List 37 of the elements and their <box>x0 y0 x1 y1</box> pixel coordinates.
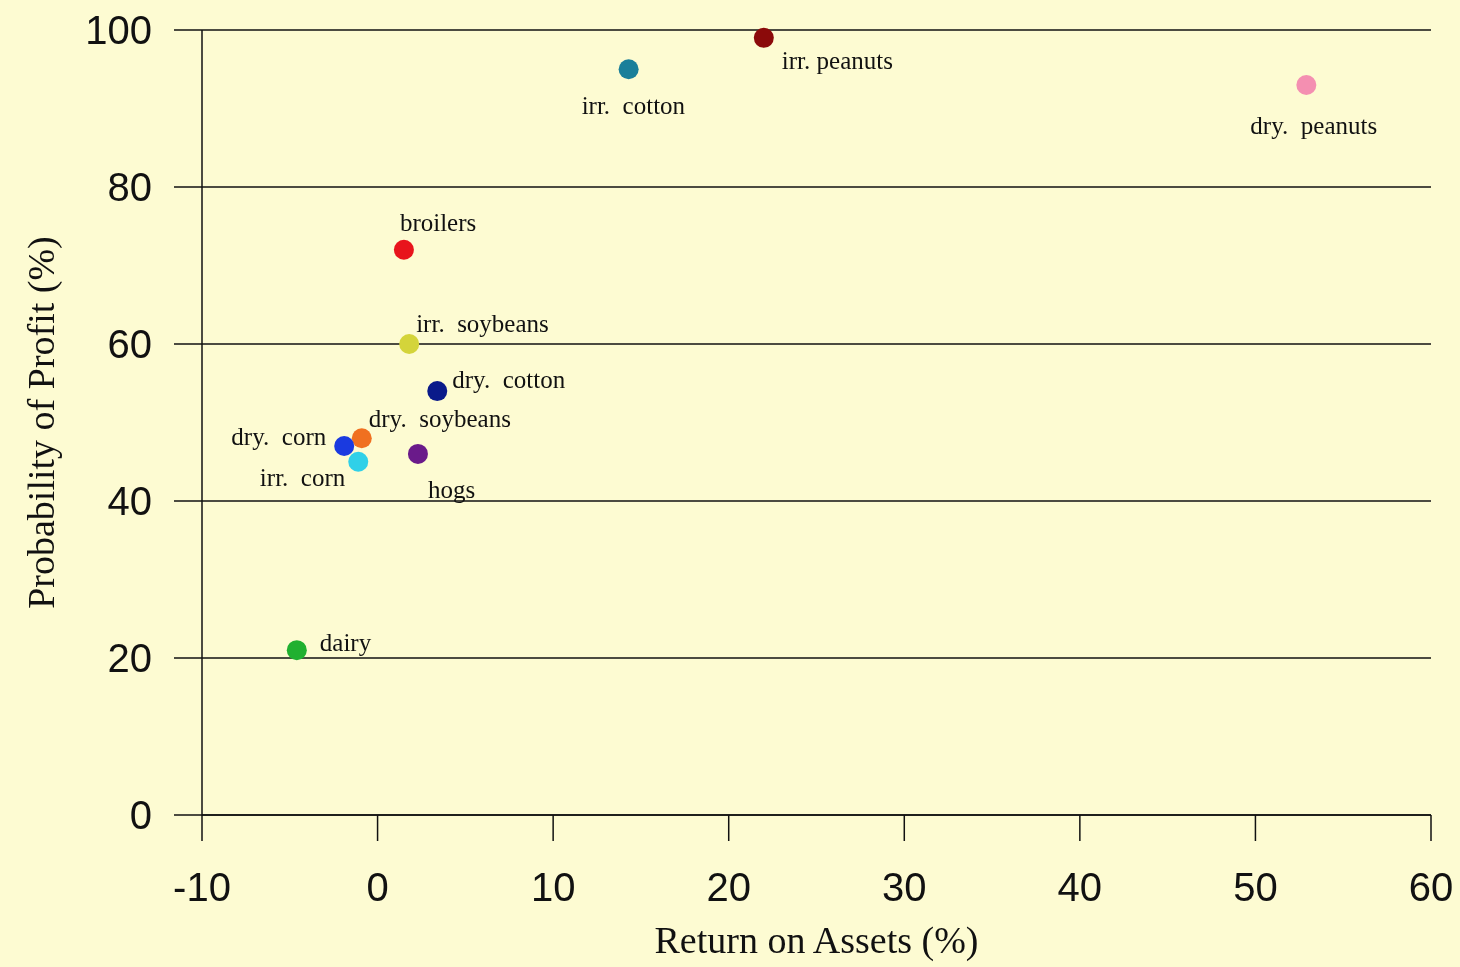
series-label: irr. corn <box>259 463 346 491</box>
series-label: hogs <box>427 475 476 503</box>
point <box>1296 74 1317 95</box>
x-axis-title: Return on Assets (%) <box>654 919 979 962</box>
series-label: irr. cotton <box>581 92 686 120</box>
point <box>407 443 428 464</box>
y-tick-label: 60 <box>107 322 152 366</box>
x-tick-label: 10 <box>530 865 576 909</box>
y-tick-label: 80 <box>107 165 152 209</box>
x-tick-label: 0 <box>366 865 389 909</box>
series-label: dry. soybeans <box>368 405 511 433</box>
point <box>753 27 774 48</box>
point <box>427 381 448 402</box>
x-tick-label: 60 <box>1408 865 1454 909</box>
point <box>334 436 355 457</box>
point <box>286 640 307 661</box>
series-label: irr. peanuts <box>781 46 893 74</box>
y-tick-label: 40 <box>107 479 152 523</box>
series-label: dry. cotton <box>452 366 566 394</box>
series-label: irr. soybeans <box>416 310 549 337</box>
x-tick-label: 30 <box>882 865 927 909</box>
point <box>348 451 369 472</box>
y-tick-label: 100 <box>85 8 152 52</box>
point <box>399 334 420 354</box>
x-tick-label: 40 <box>1057 865 1103 909</box>
y-tick-label: 20 <box>107 636 152 680</box>
series-label: dry. corn <box>231 423 327 451</box>
x-tick-label: 20 <box>706 865 751 909</box>
x-tick-label: 50 <box>1233 865 1278 909</box>
point <box>393 239 414 260</box>
series-label: dairy <box>319 629 372 657</box>
series-label: broilers <box>399 208 477 236</box>
y-tick-label: 0 <box>129 793 152 837</box>
y-axis-title: Probability of Profit (%) <box>20 236 63 609</box>
x-tick-label: -10 <box>173 865 231 909</box>
point <box>618 59 639 80</box>
series-label: dry. peanuts <box>1250 111 1378 139</box>
